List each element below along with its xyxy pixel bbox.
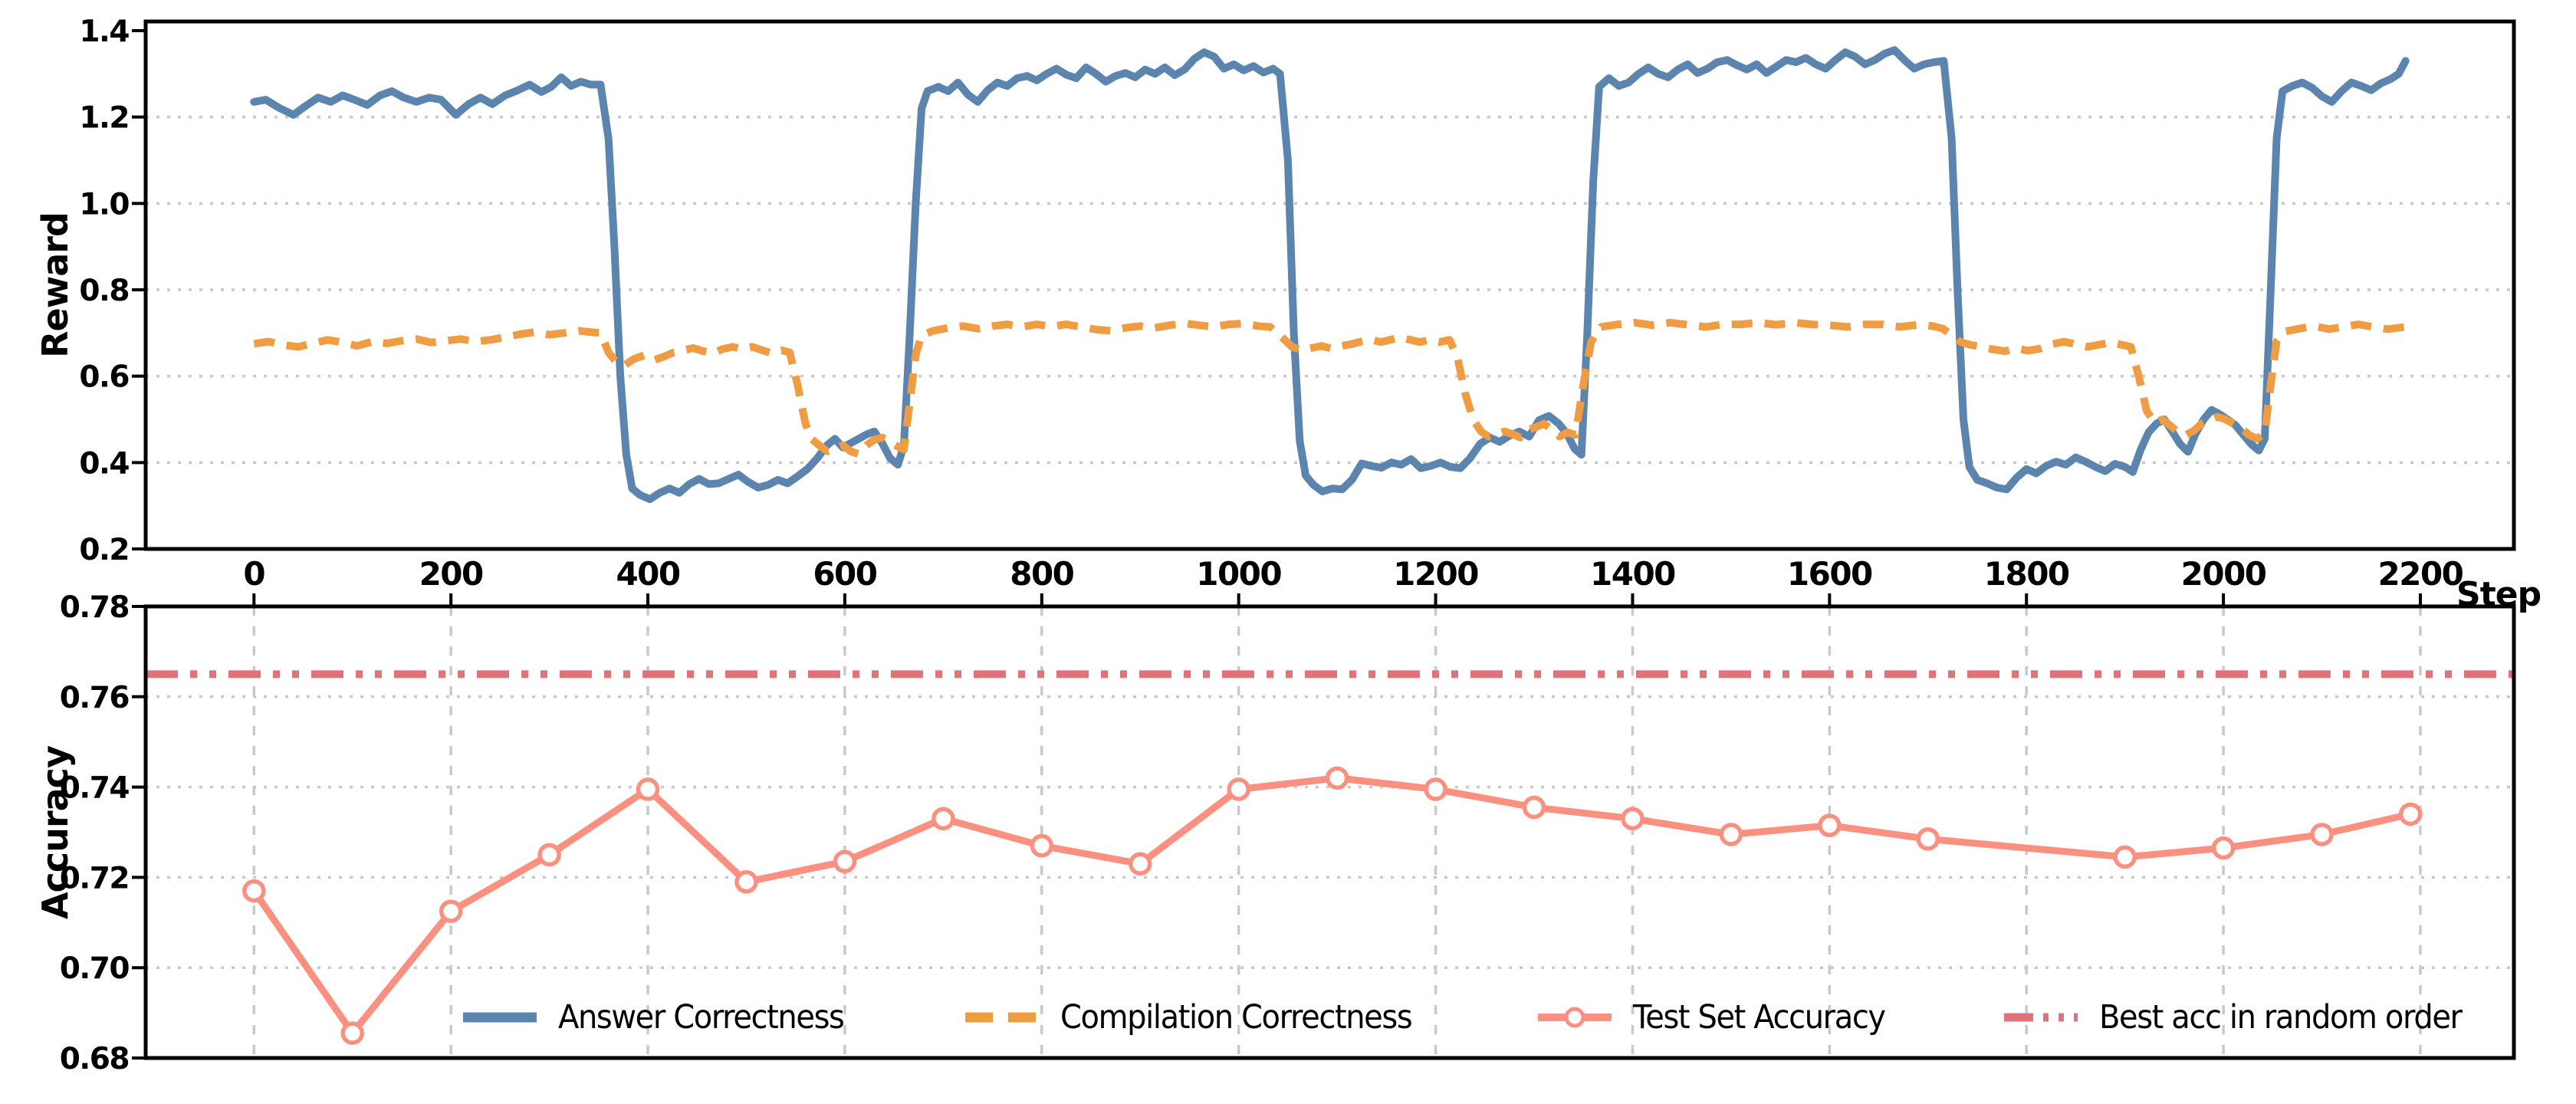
test-set-accuracy-marker [1916, 827, 1940, 851]
tick-label: 0.6 [79, 360, 129, 395]
legend-item-best-acc: Best acc in random order [2001, 998, 2489, 1037]
legend: Answer Correctness Compilation Correctne… [460, 992, 2489, 1043]
test-set-accuracy-line [250, 774, 2414, 1037]
tick-label: 400 [616, 555, 679, 593]
compilation-correctness-line [253, 318, 2407, 458]
test-set-accuracy-marker [1522, 795, 1546, 820]
tick-label: 0.78 [60, 590, 129, 625]
test-set-accuracy-marker [1325, 766, 1349, 790]
tick-label: 1600 [1787, 555, 1872, 593]
answer-correctness-line-sample-icon [463, 1012, 537, 1023]
tick-label: 600 [813, 555, 876, 593]
tick-label: 0.4 [79, 446, 129, 481]
test-set-accuracy-marker [1129, 852, 1152, 876]
top-plot-frame [143, 19, 2516, 551]
test-set-accuracy-marker [2113, 845, 2137, 869]
test-set-accuracy-marker [833, 849, 857, 874]
answer-correctness-line [250, 46, 2410, 504]
test-set-accuracy-marker [932, 807, 955, 831]
reward-axis-label: Reward [34, 212, 76, 358]
tick-label: 1.4 [79, 15, 129, 49]
tick-label: 0.68 [60, 1042, 129, 1076]
legend-item-test-set-accuracy: Test Set Accuracy [1535, 998, 1904, 1037]
tick-label: 800 [1010, 555, 1073, 593]
test-set-accuracy-marker [1621, 807, 1644, 831]
test-set-accuracy-marker [537, 843, 561, 867]
tick-label: 0.74 [60, 771, 130, 806]
tick-label: 1000 [1196, 555, 1281, 593]
bottom-plot-frame [143, 604, 2516, 1060]
tick-label: 1800 [1984, 555, 2069, 593]
tick-label: 2000 [2181, 555, 2266, 593]
tick-label: 1.2 [79, 101, 129, 136]
test-set-accuracy-marker [439, 899, 463, 923]
legend-label-answer-correctness: Answer Correctness [558, 998, 845, 1037]
test-set-accuracy-marker [1227, 777, 1250, 801]
tick-label: 1400 [1590, 555, 1675, 593]
test-set-accuracy-marker [1818, 813, 1842, 837]
test-set-accuracy-marker [2211, 836, 2236, 860]
test-set-accuracy-marker [636, 777, 660, 801]
test-set-accuracy-marker [1719, 823, 1743, 846]
tick-label: 0.70 [60, 951, 130, 986]
tick-label: 0.72 [60, 861, 129, 895]
best-acc-line-sample-icon [2003, 1013, 2078, 1022]
test-set-accuracy-marker [2310, 823, 2334, 846]
tick-label: 0 [243, 555, 264, 593]
legend-label-compilation-correctness: Compilation Correctness [1060, 998, 1413, 1037]
tick-label: 1.0 [79, 187, 129, 222]
tick-label: 200 [419, 555, 483, 593]
legend-item-answer-correctness: Answer Correctness [460, 998, 866, 1037]
test-set-accuracy-marker [2398, 802, 2423, 826]
step-axis-label: Step [2456, 575, 2542, 614]
legend-label-test-set-accuracy: Test Set Accuracy [1633, 998, 1886, 1037]
tick-label: 2200 [2378, 555, 2463, 593]
test-set-accuracy-marker [340, 1021, 364, 1045]
compilation-correctness-line-sample-icon [964, 1012, 1039, 1023]
tick-label: 0.8 [79, 274, 129, 308]
legend-item-compilation-correctness: Compilation Correctness [962, 998, 1438, 1037]
test-set-accuracy-marker [734, 870, 758, 894]
tick-label: 0.76 [60, 681, 130, 715]
test-set-accuracy-marker [1030, 833, 1054, 858]
tick-label: 0.2 [79, 533, 129, 567]
test-set-accuracy-marker [242, 879, 266, 903]
accuracy-axis-label: Accuracy [34, 746, 76, 919]
test-set-accuracy-marker [1424, 777, 1447, 801]
tick-label: 1200 [1393, 555, 1478, 593]
legend-label-best-acc: Best acc in random order [2098, 998, 2463, 1037]
test-set-accuracy-line-sample-icon [1538, 1007, 1612, 1028]
